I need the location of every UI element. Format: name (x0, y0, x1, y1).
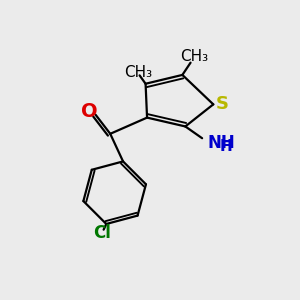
Text: CH₃: CH₃ (124, 65, 152, 80)
Text: CH₃: CH₃ (181, 49, 209, 64)
Text: NH: NH (207, 134, 235, 152)
Text: S: S (216, 95, 229, 113)
Text: Cl: Cl (93, 224, 111, 242)
Text: O: O (81, 102, 98, 121)
Text: H: H (219, 139, 232, 154)
